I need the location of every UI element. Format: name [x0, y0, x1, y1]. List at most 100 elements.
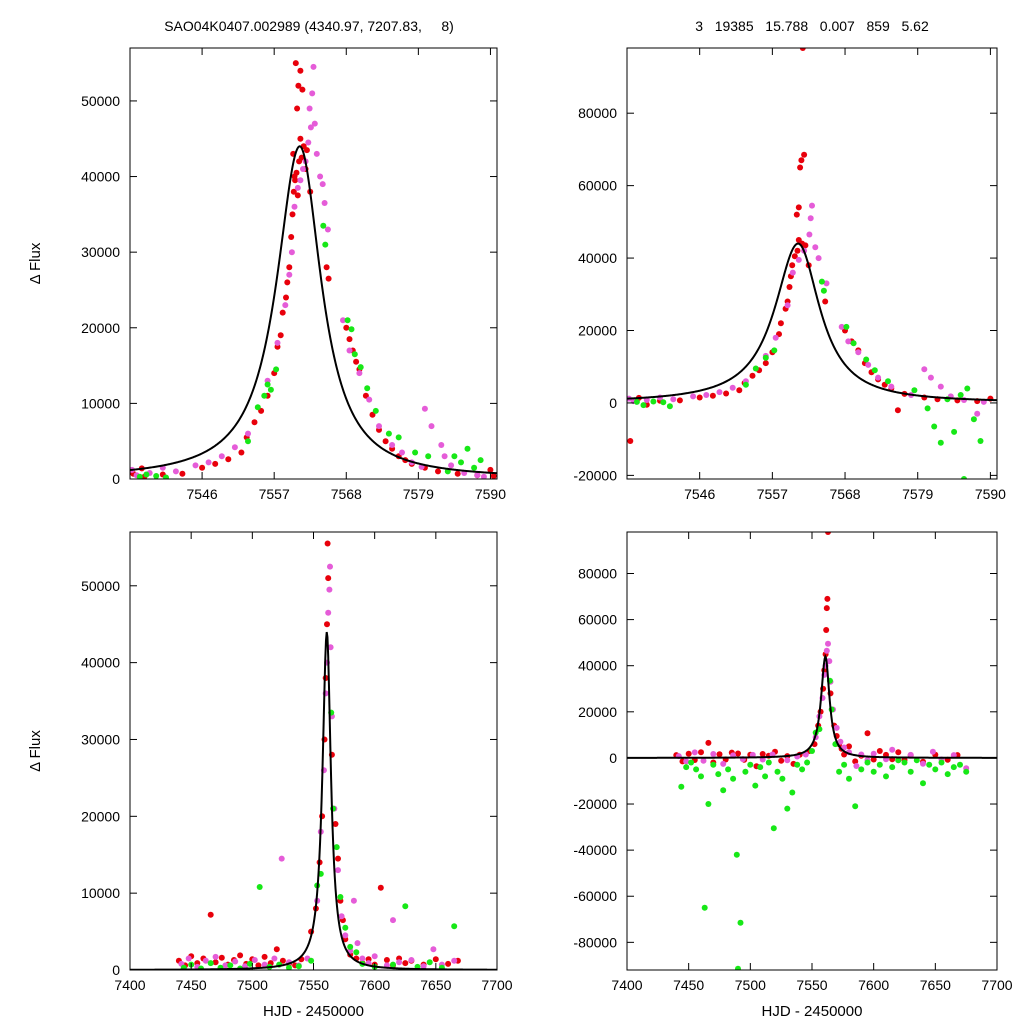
- data-point-green: [710, 761, 717, 768]
- y-tick-label: 30000: [81, 244, 120, 260]
- data-point-violet: [421, 405, 428, 412]
- data-point-violet: [823, 647, 830, 654]
- data-point-violet: [278, 855, 285, 862]
- x-tick-label: 7400: [611, 977, 642, 993]
- data-point-green: [944, 771, 951, 778]
- data-point-violet: [408, 957, 415, 963]
- data-point-green: [964, 385, 971, 392]
- data-point-green: [870, 768, 877, 775]
- x-tick-label: 7650: [420, 977, 451, 993]
- data-point-red: [297, 67, 304, 74]
- data-point-green: [733, 851, 740, 858]
- data-point-red: [793, 211, 800, 218]
- data-point-violet: [291, 203, 298, 210]
- data-point-red: [324, 621, 330, 628]
- x-tick-label: 7546: [684, 486, 715, 502]
- data-point-green: [227, 962, 234, 969]
- data-point-green: [451, 923, 458, 930]
- data-point-violet: [274, 339, 281, 346]
- plot-frame: [129, 47, 498, 480]
- data-point-red: [212, 959, 219, 966]
- data-point-red: [383, 957, 390, 963]
- data-point-green: [273, 366, 280, 373]
- data-point-green: [633, 398, 640, 405]
- data-point-red: [288, 234, 295, 240]
- data-point-green: [926, 761, 933, 768]
- y-tick-label: 20000: [81, 808, 120, 824]
- data-point-red: [445, 960, 452, 967]
- data-point-red: [762, 360, 769, 367]
- x-tick-label: 7550: [298, 977, 329, 993]
- x-tick-label: 7579: [403, 486, 434, 502]
- data-point-violet: [833, 724, 840, 731]
- data-point-red: [786, 284, 793, 290]
- y-tick-label: 0: [609, 750, 617, 766]
- data-point-red: [277, 332, 284, 339]
- data-point-green: [737, 919, 744, 926]
- y-tick-label: 50000: [81, 578, 120, 594]
- data-point-red: [823, 605, 830, 612]
- data-point-violet: [359, 955, 366, 962]
- data-point-red: [382, 438, 389, 445]
- data-point-red: [212, 460, 219, 467]
- data-point-red: [286, 264, 293, 271]
- data-point-green: [660, 399, 667, 406]
- data-point-red: [802, 242, 809, 249]
- data-point-violet: [317, 173, 324, 180]
- data-point-violet: [812, 244, 819, 251]
- data-point-red: [237, 952, 244, 959]
- data-point-red: [876, 748, 883, 754]
- data-point-green: [254, 404, 261, 411]
- data-point-red: [346, 336, 353, 343]
- y-tick-label: 50000: [81, 93, 120, 109]
- data-point-red: [709, 392, 716, 399]
- x-tick-label: 7700: [481, 977, 512, 993]
- x-tick-label: 7500: [735, 977, 766, 993]
- data-point-green: [846, 775, 852, 782]
- x-tick-label: 7557: [259, 486, 290, 502]
- data-point-red: [825, 532, 831, 535]
- data-point-green: [730, 775, 737, 782]
- data-point-green: [347, 943, 354, 950]
- data-point-red: [823, 627, 830, 633]
- data-point-red: [799, 48, 806, 51]
- data-point-green: [931, 423, 938, 430]
- data-point-red: [852, 758, 859, 765]
- data-point-red: [716, 751, 723, 758]
- data-point-violet: [326, 586, 333, 593]
- data-point-green: [701, 904, 708, 911]
- data-point-violet: [342, 932, 349, 939]
- data-point-green: [207, 960, 214, 967]
- data-point-green: [650, 398, 657, 405]
- data-point-red: [303, 147, 310, 154]
- data-point-violet: [784, 757, 791, 764]
- data-point-green: [765, 759, 772, 766]
- data-point-green: [425, 453, 432, 460]
- data-point-violet: [875, 374, 882, 381]
- data-point-violet: [338, 913, 345, 920]
- data-point-red: [846, 743, 852, 750]
- data-point-red: [723, 390, 730, 397]
- data-point-violet: [690, 393, 697, 400]
- data-point-green: [308, 957, 315, 964]
- x-tick-label: 7546: [187, 486, 218, 502]
- panel-bottom-right: 7400 7450 7500 7550 7600 7650 7700 -80000 -60000…: [573, 531, 1013, 1020]
- data-point-green: [742, 768, 749, 775]
- data-point-green: [913, 757, 920, 764]
- y-tick-label: 30000: [81, 731, 120, 747]
- data-point-red: [377, 884, 384, 891]
- plot-frame: [626, 47, 998, 480]
- data-point-green: [911, 387, 918, 394]
- data-point-red: [323, 264, 330, 271]
- data-point-green: [245, 438, 251, 445]
- data-point-green: [256, 884, 263, 890]
- y-tick-label: 20000: [578, 323, 617, 339]
- data-point-violet: [325, 609, 332, 616]
- right-title: 3 19385 15.788 0.007 859 5.62: [695, 18, 929, 34]
- data-point-green: [895, 757, 902, 764]
- data-point-green: [818, 278, 825, 285]
- data-point-green: [344, 317, 351, 324]
- data-point-violet: [451, 957, 458, 964]
- data-point-violet: [974, 410, 981, 417]
